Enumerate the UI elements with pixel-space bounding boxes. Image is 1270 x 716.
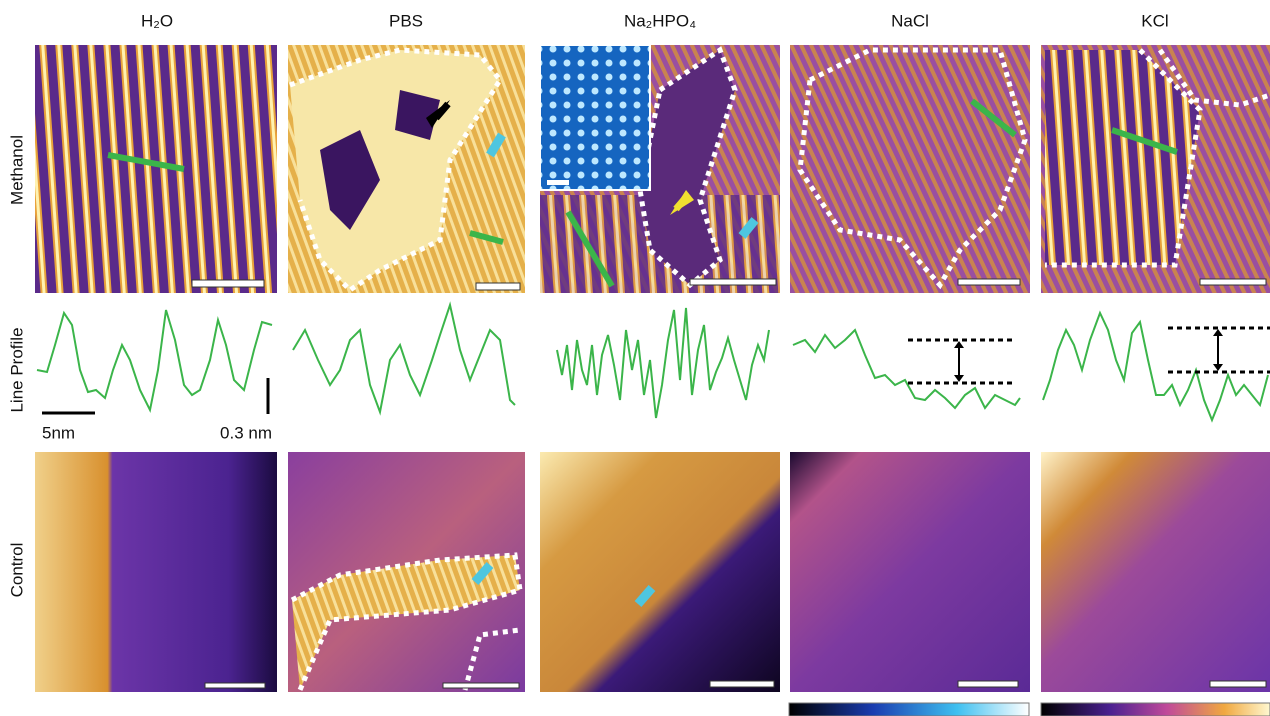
column-header: H₂O (141, 11, 173, 30)
control-images (35, 452, 1270, 692)
column-header: Na₂HPO₄ (624, 11, 696, 30)
colorbar (1041, 703, 1270, 716)
scale-label: 0.3 nm (220, 423, 272, 442)
row-label: Control (7, 543, 26, 598)
methanol-images (35, 45, 1270, 293)
row-label: Methanol (7, 135, 26, 205)
colorbar (789, 703, 1029, 716)
column-header: PBS (389, 11, 423, 30)
row-label: Line Profile (7, 327, 26, 412)
column-header: KCl (1141, 11, 1168, 30)
figure: H₂O PBS Na₂HPO₄ NaCl KCl Methanol Line P… (0, 0, 1270, 716)
column-header: NaCl (891, 11, 929, 30)
line-profiles (37, 305, 1270, 420)
scale-label: 5nm (42, 423, 75, 442)
